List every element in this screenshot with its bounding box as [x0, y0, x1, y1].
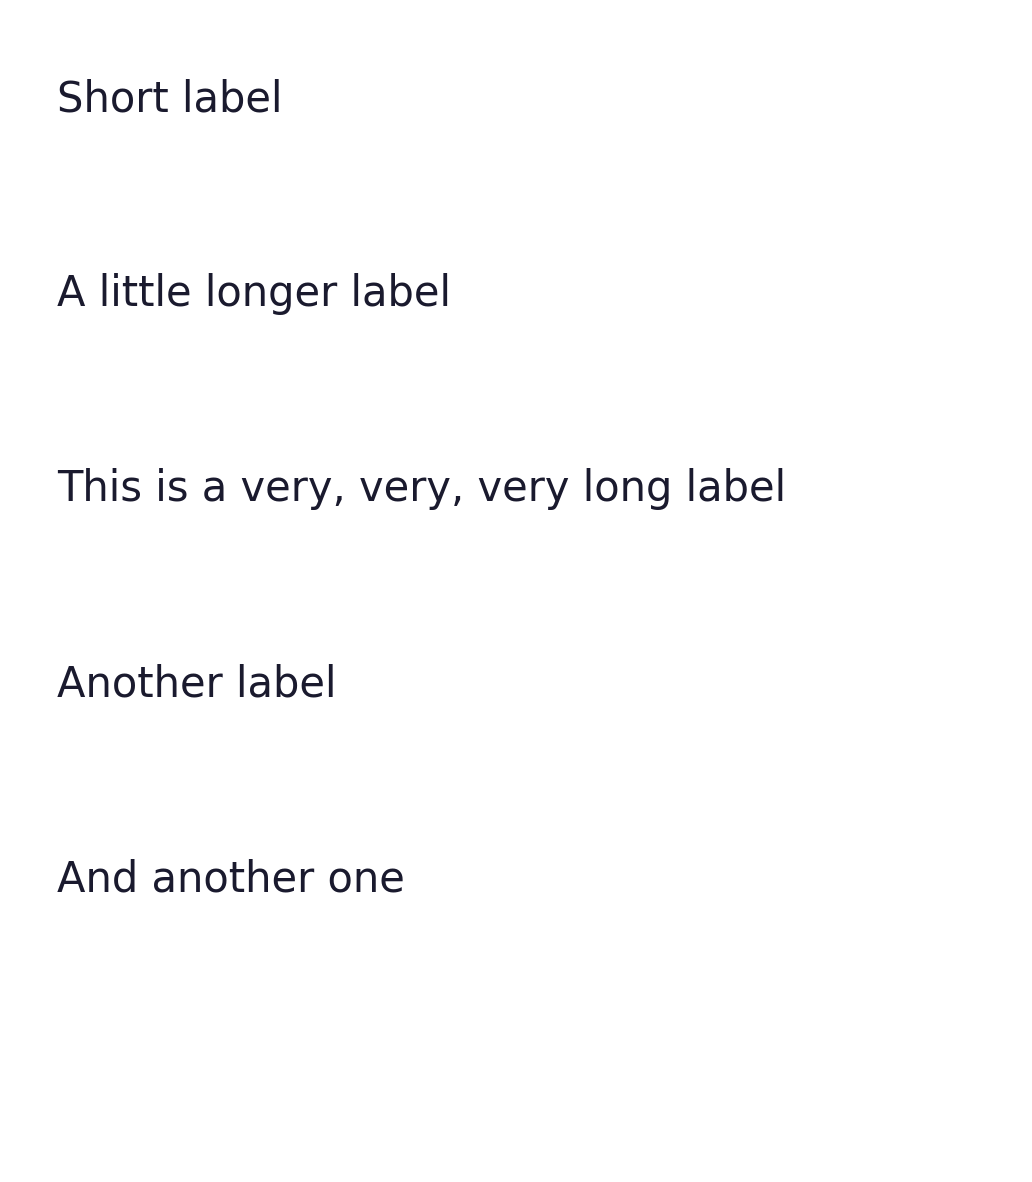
Text: A little longer label: A little longer label	[57, 273, 451, 316]
Text: Short label: Short label	[57, 78, 283, 121]
Text: And another one: And another one	[57, 858, 405, 901]
Text: This is a very, very, very long label: This is a very, very, very long label	[57, 468, 786, 511]
Text: Another label: Another label	[57, 663, 336, 706]
